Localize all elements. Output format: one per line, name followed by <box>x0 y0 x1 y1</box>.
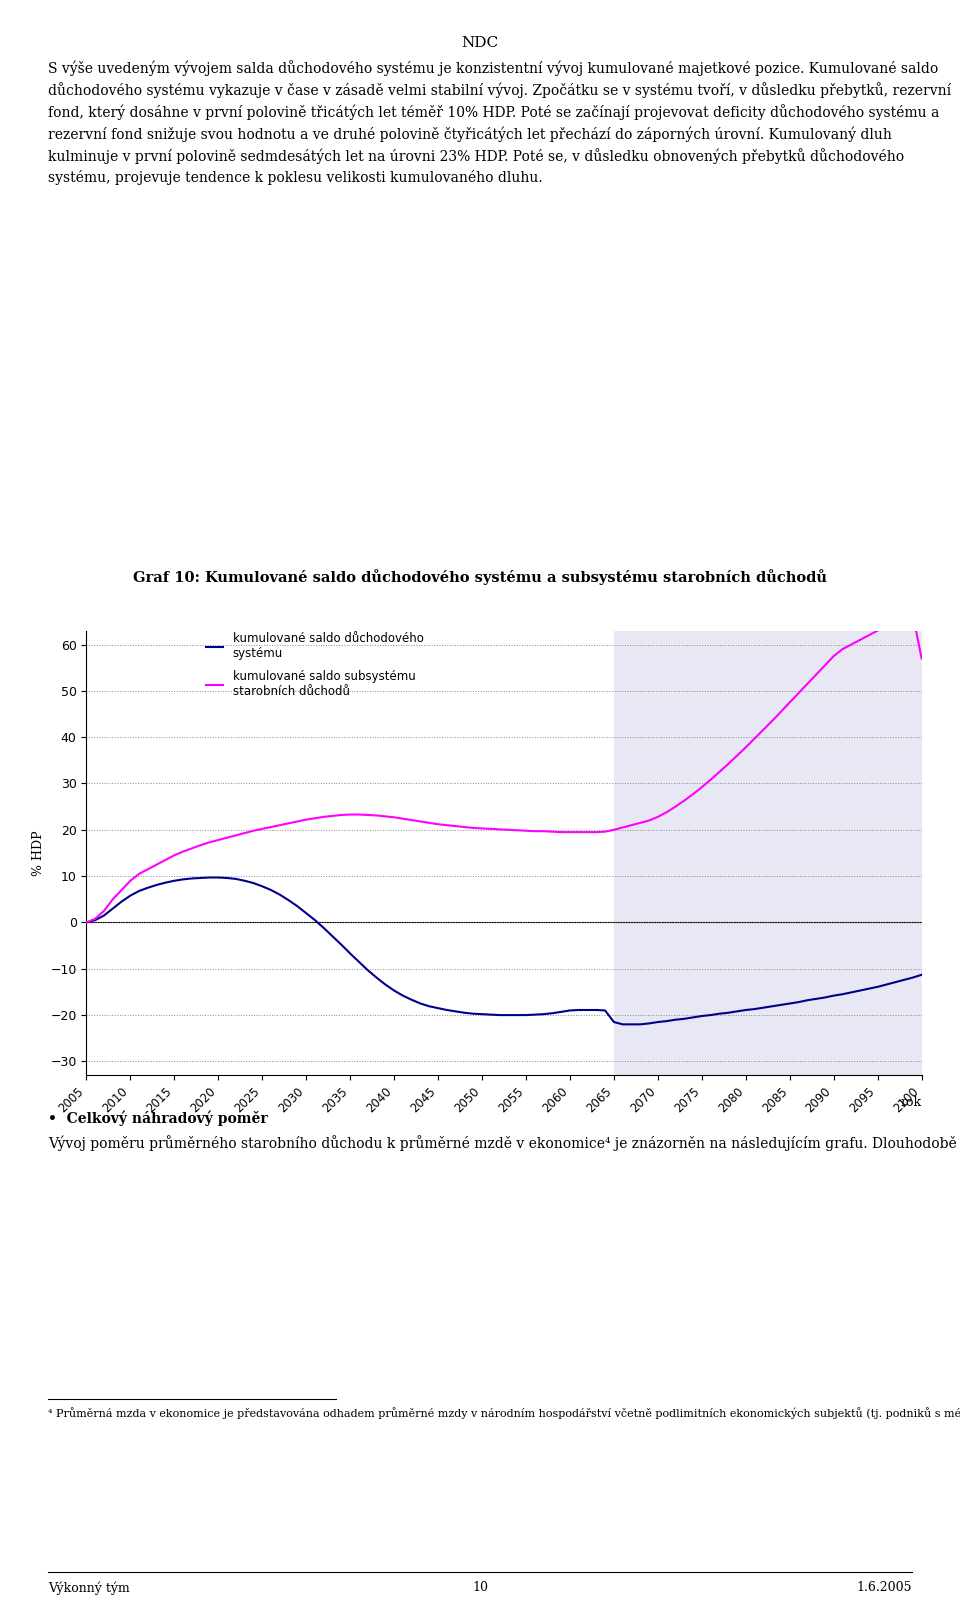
Text: •  Celkový náhradový poměr: • Celkový náhradový poměr <box>48 1111 268 1127</box>
Text: 10: 10 <box>472 1581 488 1594</box>
Text: rok: rok <box>900 1096 922 1109</box>
Text: Vývoj poměru průměrného starobního důchodu k průměrné mzdě v ekonomice⁴ je znázo: Vývoj poměru průměrného starobního důcho… <box>48 1135 960 1151</box>
Text: S výše uvedeným vývojem salda důchodového systému je konzistentní vývoj kumulova: S výše uvedeným vývojem salda důchodovéh… <box>48 60 951 186</box>
Text: NDC: NDC <box>462 36 498 50</box>
Text: 1.6.2005: 1.6.2005 <box>856 1581 912 1594</box>
Text: Graf 10: Kumulované saldo důchodového systému a subsystému starobních důchodů: Graf 10: Kumulované saldo důchodového sy… <box>133 569 827 585</box>
Legend: kumulované saldo důchodového
systému, kumulované saldo subsystému
starobních důc: kumulované saldo důchodového systému, ku… <box>201 627 428 702</box>
Text: ⁴ Průměrná mzda v ekonomice je představována odhadem průměrné mzdy v národním ho: ⁴ Průměrná mzda v ekonomice je představo… <box>48 1407 960 1420</box>
Bar <box>613 631 930 1075</box>
Y-axis label: % HDP: % HDP <box>32 830 45 876</box>
Text: Výkonný tým: Výkonný tým <box>48 1581 130 1594</box>
